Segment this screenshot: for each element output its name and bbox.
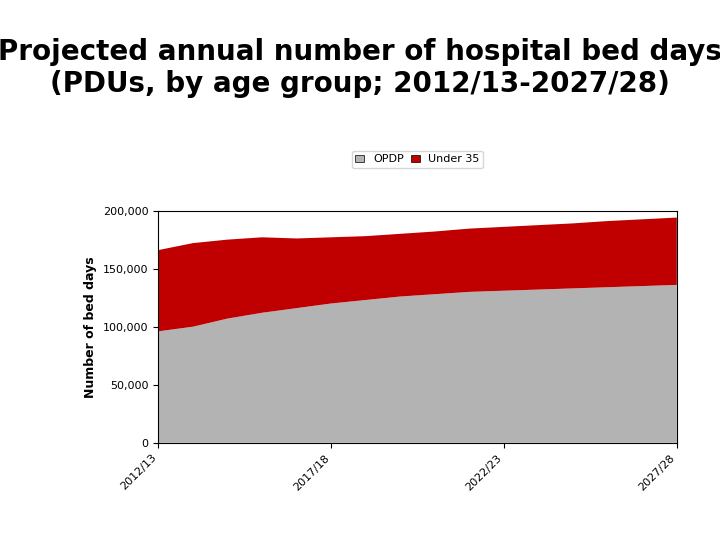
Y-axis label: Number of bed days: Number of bed days xyxy=(84,256,97,397)
Legend: OPDP, Under 35: OPDP, Under 35 xyxy=(352,151,483,168)
Text: Projected annual number of hospital bed days
(PDUs, by age group; 2012/13-2027/2: Projected annual number of hospital bed … xyxy=(0,38,720,98)
